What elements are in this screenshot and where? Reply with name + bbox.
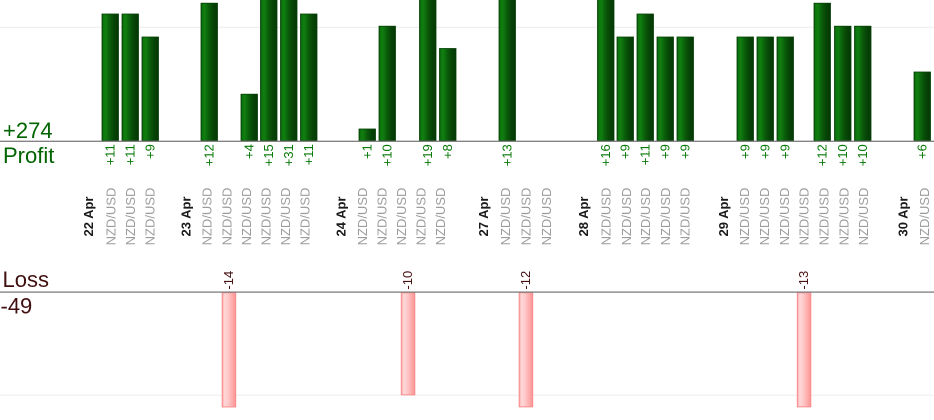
svg-text:NZD/USD: NZD/USD (298, 188, 313, 246)
svg-text:NZD/USD: NZD/USD (104, 188, 119, 246)
svg-text:NZD/USD: NZD/USD (355, 188, 370, 246)
svg-text:+6: +6 (915, 144, 930, 159)
svg-text:+15: +15 (261, 144, 276, 166)
svg-text:NZD/USD: NZD/USD (599, 188, 614, 246)
svg-text:NZD/USD: NZD/USD (856, 188, 871, 246)
svg-text:+11: +11 (301, 144, 316, 165)
svg-text:+274: +274 (3, 118, 53, 143)
svg-text:+13: +13 (500, 144, 515, 166)
svg-text:NZD/USD: NZD/USD (757, 188, 772, 246)
svg-text:NZD/USD: NZD/USD (414, 188, 429, 246)
svg-text:NZD/USD: NZD/USD (498, 188, 513, 246)
svg-text:+9: +9 (678, 144, 693, 159)
svg-text:NZD/USD: NZD/USD (737, 188, 752, 246)
svg-text:-14: -14 (221, 271, 236, 290)
svg-text:+10: +10 (380, 144, 395, 166)
svg-text:NZD/USD: NZD/USD (777, 188, 792, 246)
svg-text:-13: -13 (796, 271, 811, 290)
svg-text:+9: +9 (778, 144, 793, 159)
svg-text:NZD/USD: NZD/USD (200, 188, 215, 246)
svg-text:NZD/USD: NZD/USD (797, 188, 812, 246)
svg-text:-12: -12 (518, 271, 533, 290)
svg-text:27 Apr: 27 Apr (476, 197, 491, 237)
svg-text:+10: +10 (855, 144, 870, 166)
svg-text:NZD/USD: NZD/USD (239, 188, 254, 246)
svg-text:NZD/USD: NZD/USD (278, 188, 293, 246)
svg-text:+9: +9 (143, 144, 158, 159)
svg-text:NZD/USD: NZD/USD (539, 188, 554, 246)
svg-text:NZD/USD: NZD/USD (433, 188, 448, 246)
svg-text:+10: +10 (835, 144, 850, 166)
svg-text:NZD/USD: NZD/USD (638, 188, 653, 246)
svg-text:+16: +16 (598, 144, 613, 166)
svg-text:Profit: Profit (3, 143, 54, 168)
svg-text:+12: +12 (815, 144, 830, 166)
svg-text:NZD/USD: NZD/USD (123, 188, 138, 246)
svg-text:NZD/USD: NZD/USD (518, 188, 533, 246)
svg-text:NZD/USD: NZD/USD (143, 188, 158, 246)
svg-text:30 Apr: 30 Apr (895, 197, 910, 237)
svg-text:Loss: Loss (3, 267, 49, 292)
svg-text:+9: +9 (658, 144, 673, 159)
svg-text:NZD/USD: NZD/USD (394, 188, 409, 246)
svg-text:23 Apr: 23 Apr (179, 197, 194, 237)
svg-text:+9: +9 (618, 144, 633, 159)
svg-text:NZD/USD: NZD/USD (259, 188, 274, 246)
svg-text:NZD/USD: NZD/USD (817, 188, 832, 246)
svg-text:+11: +11 (638, 144, 653, 165)
svg-text:+8: +8 (440, 144, 455, 159)
svg-text:+9: +9 (758, 144, 773, 159)
svg-text:+11: +11 (123, 144, 138, 165)
svg-text:NZD/USD: NZD/USD (658, 188, 673, 246)
svg-text:+31: +31 (281, 144, 296, 166)
svg-text:NZD/USD: NZD/USD (375, 188, 390, 246)
svg-text:NZD/USD: NZD/USD (220, 188, 235, 246)
svg-text:NZD/USD: NZD/USD (917, 188, 932, 246)
svg-text:+19: +19 (420, 144, 435, 166)
svg-text:28 Apr: 28 Apr (576, 197, 591, 237)
svg-text:-49: -49 (1, 294, 33, 319)
svg-text:NZD/USD: NZD/USD (837, 188, 852, 246)
svg-text:+4: +4 (242, 144, 257, 159)
svg-text:NZD/USD: NZD/USD (678, 188, 693, 246)
svg-text:22 Apr: 22 Apr (81, 197, 96, 237)
svg-text:NZD/USD: NZD/USD (619, 188, 634, 246)
svg-text:24 Apr: 24 Apr (334, 197, 349, 237)
svg-text:-10: -10 (400, 271, 415, 290)
svg-text:+11: +11 (103, 144, 118, 165)
svg-text:+9: +9 (738, 144, 753, 159)
svg-text:29 Apr: 29 Apr (716, 197, 731, 237)
svg-text:+12: +12 (202, 144, 217, 166)
svg-text:+1: +1 (360, 144, 375, 159)
